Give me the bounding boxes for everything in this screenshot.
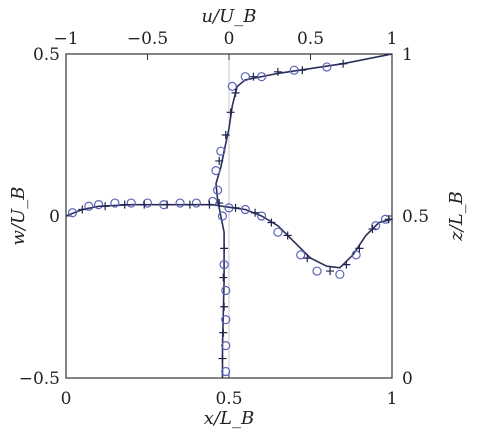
- w_profile-circle-point: [208, 196, 218, 207]
- top-tick-label: 1: [387, 29, 398, 49]
- u_profile-cross-point: [339, 59, 348, 68]
- right-axis-title: z/L_B: [446, 191, 467, 242]
- left-tick-label: −0.5: [19, 369, 60, 389]
- w_profile-circle-point: [335, 269, 345, 279]
- u_profile-cross-point: [220, 244, 229, 253]
- top-tick-label: 0: [224, 29, 235, 49]
- w_profile-circle-point: [67, 208, 78, 218]
- w_profile-circle-point: [240, 204, 250, 215]
- bottom-tick-label: 1: [387, 389, 398, 409]
- w_profile-cross-point: [140, 200, 149, 209]
- w_profile-cross-point: [78, 205, 87, 214]
- w_profile-cross-point: [326, 267, 335, 276]
- w_profile-circle-point: [93, 200, 104, 210]
- w_profile-circle-point: [110, 198, 120, 208]
- u_profile-cross-point: [215, 156, 224, 165]
- w_profile-cross-point: [303, 254, 312, 263]
- w_profile-cross-point: [251, 208, 260, 217]
- w_profile-line: [65, 203, 393, 269]
- w_profile-cross-point: [368, 224, 377, 233]
- u_profile-circle-point: [257, 72, 267, 82]
- w_profile-cross-point: [355, 244, 364, 253]
- u_profile-cross-point: [219, 328, 228, 337]
- w_profile-cross-point: [384, 215, 393, 224]
- w_profile-circle-point: [126, 198, 136, 208]
- w_profile-cross-point: [101, 202, 110, 211]
- u_profile-cross-point: [231, 88, 240, 97]
- series-layer: [65, 53, 393, 378]
- u_profile-cross-point: [273, 67, 282, 76]
- w_profile-cross-point: [120, 200, 129, 209]
- left-tick-label: 0: [49, 207, 60, 227]
- tick-marks: [65, 53, 393, 379]
- u_profile-circle-point: [221, 366, 231, 377]
- w_profile-cross-point: [267, 218, 276, 227]
- u_profile-cross-point: [219, 273, 228, 282]
- w_profile-circle-point: [142, 198, 153, 208]
- u_profile-cross-point: [298, 66, 307, 75]
- u_profile-cross-point: [220, 302, 229, 311]
- w_profile-circle-point: [191, 198, 201, 208]
- w_profile-circle-point: [257, 211, 267, 221]
- u_profile-cross-point: [218, 354, 227, 363]
- u_profile-circle-point: [219, 260, 229, 270]
- u_profile-series: [211, 53, 393, 378]
- tick-labels: 0 0.5 1−1 −0.5 0 0.5 1−0.500.500.51: [19, 29, 429, 409]
- u_profile-circle-point: [227, 81, 237, 92]
- w_profile-circle-point: [351, 250, 361, 260]
- w_profile-circle-point: [273, 227, 283, 237]
- w_profile-cross-point: [163, 200, 172, 209]
- w_profile-cross-point: [283, 231, 292, 240]
- bottom-tick-label: 0: [61, 389, 72, 409]
- x-axis-title: x/L_B: [204, 408, 254, 429]
- u_profile-cross-point: [221, 131, 230, 139]
- w_profile-cross-point: [205, 200, 214, 209]
- top-tick-label: −0.5: [127, 29, 168, 49]
- w_profile-circle-point: [371, 221, 381, 231]
- u_profile-circle-point: [322, 62, 332, 72]
- w_profile-cross-point: [342, 260, 351, 269]
- u_profile-circle-point: [217, 211, 228, 221]
- u_profile-cross-point: [226, 108, 235, 117]
- w_profile-cross-point: [185, 200, 194, 209]
- u_profile-circle-point: [211, 166, 221, 176]
- w_profile-circle-point: [175, 198, 185, 208]
- w_profile-series: [65, 196, 393, 279]
- u_profile-circle-point: [289, 65, 299, 75]
- bottom-tick-label: 0.5: [215, 389, 242, 409]
- u_profile-circle-point: [240, 72, 250, 82]
- w_profile-circle-point: [312, 266, 322, 276]
- w_profile-circle-point: [84, 201, 94, 211]
- u_profile-circle-point: [212, 185, 223, 195]
- top-axis-title: u/U_B: [201, 6, 256, 27]
- u_profile-circle-point: [221, 285, 231, 296]
- left-tick-label: 0.5: [33, 45, 60, 65]
- u_profile-circle-point: [221, 341, 231, 351]
- u_profile-circle-point: [216, 146, 226, 156]
- y-axis-title: w/U_B: [8, 187, 29, 246]
- w_profile-circle-point: [296, 250, 306, 260]
- u_profile-cross-point: [249, 72, 258, 81]
- right-tick-label: 0: [402, 369, 413, 389]
- top-tick-label: 0.5: [297, 29, 324, 49]
- u_profile-circle-point: [221, 315, 231, 325]
- right-tick-label: 1: [402, 45, 413, 65]
- top-tick-label: −1: [53, 29, 78, 49]
- w_profile-cross-point: [231, 203, 240, 212]
- axis-titles: x/L_B u/U_B w/U_B z/L_B: [8, 6, 467, 429]
- right-tick-label: 0.5: [402, 207, 429, 227]
